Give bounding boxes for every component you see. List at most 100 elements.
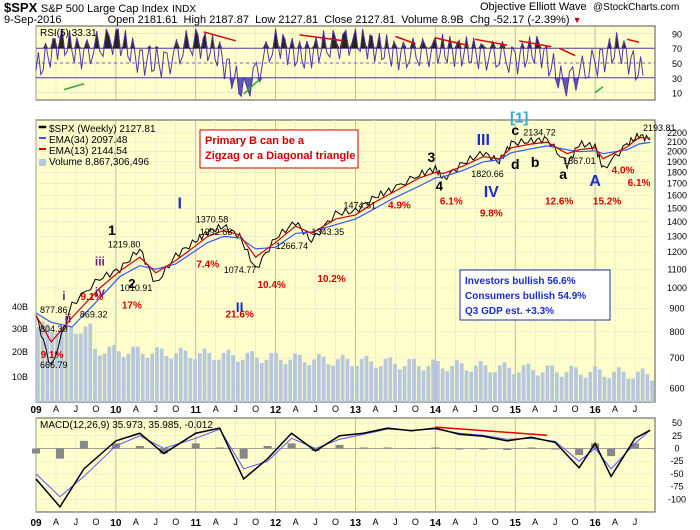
- volume-bar: [431, 359, 436, 402]
- volume-bar: [83, 326, 88, 402]
- annotation-text: Primary B can be a: [205, 135, 305, 147]
- macd-histogram-bar: [215, 447, 224, 449]
- volume-bar: [164, 355, 169, 402]
- volume-bar: [293, 353, 297, 402]
- x-tick-label: 15: [510, 518, 522, 529]
- volume-axis-label: 30B: [12, 324, 28, 334]
- macd-histogram-bar: [359, 447, 368, 449]
- volume-bar: [597, 369, 602, 402]
- volume-bar: [302, 362, 307, 402]
- volume-bar: [169, 358, 174, 402]
- copyright-label: @StockCharts.com: [593, 2, 680, 13]
- volume-bar: [588, 371, 593, 402]
- volume-bar: [150, 353, 155, 402]
- volume-bar: [507, 367, 512, 402]
- macd-histogram-bar: [335, 444, 344, 449]
- percent-label: 6.1%: [628, 178, 651, 189]
- volume-bar: [216, 359, 221, 402]
- volume-bar: [36, 327, 40, 402]
- volume-bar: [316, 353, 321, 402]
- volume-bar: [559, 376, 564, 402]
- wave-label: 1: [108, 222, 116, 238]
- x-tick-label: 16: [590, 405, 602, 416]
- legend-entry: EMA(13) 2144.54: [49, 146, 128, 157]
- x-tick-label: O: [172, 517, 179, 527]
- ohlc-line: 9-Sep-2016 Open 2181.61 High 2187.87 Low…: [4, 14, 582, 26]
- volume-bar: [221, 352, 226, 402]
- macd-series-macd: [35, 427, 651, 509]
- x-tick-label: O: [572, 517, 579, 527]
- volume-bar: [545, 365, 550, 402]
- volume-bar: [416, 366, 421, 402]
- percent-label: 10.4%: [257, 280, 285, 291]
- volume-bar: [359, 359, 364, 402]
- volume-bar: [483, 365, 488, 402]
- x-tick-label: O: [252, 517, 259, 527]
- volume-bar: [269, 352, 274, 402]
- volume-axis-label: 20B: [12, 347, 28, 357]
- price-tick-label: 1100: [667, 264, 686, 274]
- macd-histogram-bar: [191, 443, 200, 449]
- volume-bar: [512, 374, 516, 402]
- volume-bar: [240, 359, 245, 402]
- x-tick-label: 14: [430, 405, 442, 416]
- chg-value: -52.17 (-2.39%): [493, 14, 570, 26]
- volume-bar: [497, 365, 502, 402]
- wave-label: d: [511, 156, 520, 172]
- legend-entry: EMA(34) 2097.48: [49, 135, 128, 146]
- volume-bar: [612, 371, 616, 402]
- close-label: Close: [324, 14, 353, 26]
- volume-bar: [140, 353, 145, 402]
- volume-bar: [231, 355, 236, 402]
- x-tick-label: J: [553, 517, 558, 527]
- x-tick-label: O: [492, 517, 499, 527]
- rsi-trend-line-red: [299, 34, 344, 42]
- sentiment-text: Q3 GDP est. +3.3%: [465, 306, 554, 317]
- x-tick-label: 09: [30, 518, 42, 529]
- price-value-label: 1474.51: [344, 200, 377, 210]
- macd-histogram-bar: [407, 448, 416, 449]
- volume-bar: [69, 326, 74, 402]
- wave-label: [1]: [510, 110, 528, 127]
- price-value-label: 2134.72: [523, 128, 556, 138]
- price-value-label: 877.86: [40, 305, 68, 315]
- x-tick-label: A: [372, 517, 378, 527]
- volume-bar: [650, 380, 655, 402]
- x-tick-label: O: [492, 404, 499, 414]
- macd-tick-label: -100: [668, 494, 686, 504]
- volume-bar: [583, 377, 588, 402]
- symbol-title: $SPX S&P 500 Large Cap Index INDX: [4, 0, 197, 15]
- volume-bar: [188, 358, 193, 402]
- price-tick-label: 1300: [667, 231, 687, 241]
- volume-bar: [626, 378, 631, 402]
- volume-bar: [97, 355, 102, 402]
- volume-bar: [93, 348, 97, 402]
- volume-bar: [64, 322, 69, 402]
- wave-label: IV: [484, 184, 499, 201]
- macd-title: MACD(12,26,9) 35.973, 35.985, -0.012: [40, 420, 213, 431]
- volume-bar: [455, 360, 459, 402]
- volume-bar: [321, 356, 326, 402]
- volume-bar: [50, 331, 55, 402]
- volume-bar: [259, 363, 264, 402]
- x-tick-label: A: [213, 404, 219, 414]
- volume-bar: [59, 326, 64, 402]
- volume-bar: [78, 333, 83, 402]
- x-tick-label: J: [313, 404, 318, 414]
- volume-bar: [245, 352, 250, 402]
- rsi-tick-label: 50: [672, 59, 682, 69]
- volume-bar: [474, 365, 478, 402]
- price-value-label: 666.79: [40, 360, 68, 370]
- x-tick-label: J: [233, 404, 238, 414]
- volume-bar: [297, 354, 302, 402]
- x-tick-label: O: [332, 404, 339, 414]
- x-tick-label: O: [412, 404, 419, 414]
- rsi-tick-label: 10: [672, 89, 682, 99]
- volume-bar: [355, 365, 359, 402]
- x-tick-label: O: [92, 404, 99, 414]
- x-tick-label: 11: [190, 518, 201, 529]
- down-arrow-icon: ▼: [572, 15, 582, 25]
- rsi-trend-line-red: [558, 47, 576, 57]
- volume-bar: [340, 354, 345, 402]
- x-tick-label: A: [133, 404, 139, 414]
